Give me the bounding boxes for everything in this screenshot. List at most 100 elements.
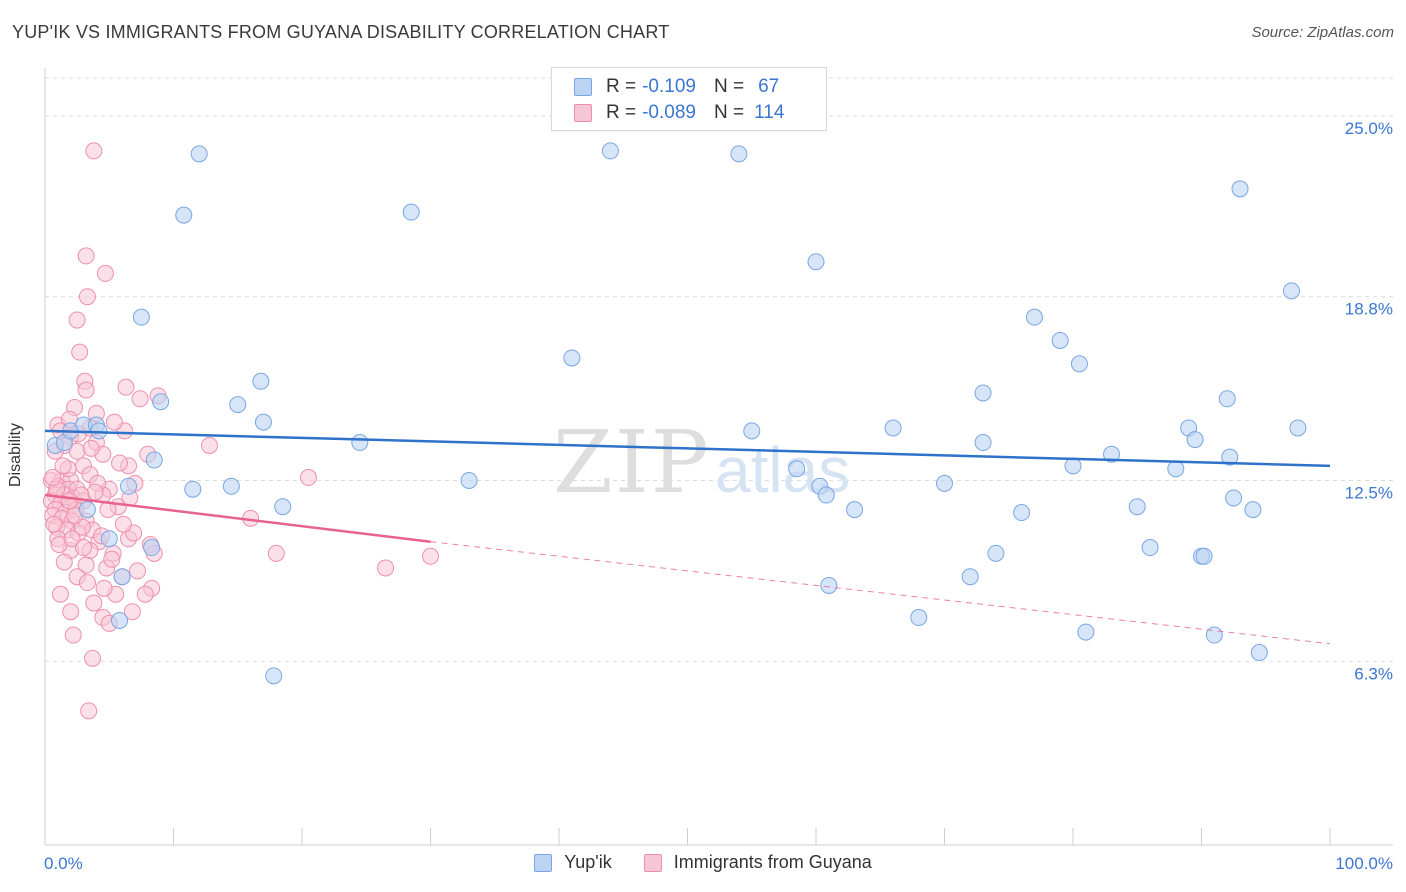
yupik-point	[1186, 431, 1204, 449]
guyana-point	[75, 539, 93, 557]
yupik-point	[601, 142, 619, 160]
guyana-point	[85, 594, 103, 612]
legend-swatch-yupik	[534, 853, 553, 872]
guyana-point	[77, 381, 95, 399]
yupik-point	[974, 384, 992, 402]
guyana-point	[73, 518, 91, 536]
n-label: N =	[713, 76, 745, 97]
yupik-point	[987, 544, 1005, 562]
yupik-point	[820, 576, 838, 594]
yupik-point	[961, 568, 979, 586]
gridlines	[45, 77, 1393, 662]
guyana-point	[131, 390, 149, 408]
yupik-point	[1231, 180, 1249, 198]
legend-item-yupik[interactable]: Yup'ik	[534, 852, 612, 873]
yupik-point	[100, 530, 118, 548]
series-legend: Yup'ik Immigrants from Guyana	[0, 852, 1406, 873]
yupik-point	[265, 667, 283, 685]
yupik-point	[120, 477, 138, 495]
guyana-point	[136, 585, 154, 603]
guyana-point	[117, 378, 135, 396]
yupik-point	[1221, 448, 1239, 466]
guyana-point	[51, 585, 69, 603]
yupik-point	[1225, 489, 1243, 507]
guyana-point	[299, 469, 317, 487]
n-value-yupik: 67	[758, 76, 780, 97]
y-tick-label: 25.0%	[1345, 119, 1393, 138]
guyana-point	[111, 454, 129, 472]
tick-labels: 6.3% 12.5% 18.8% 25.0% 0.0% 100.0%	[44, 119, 1393, 873]
yupik-point	[145, 451, 163, 469]
yupik-point	[1013, 504, 1031, 522]
yupik-point	[222, 477, 240, 495]
guyana-point	[64, 626, 82, 644]
yupik-point	[90, 422, 108, 440]
guyana-point	[85, 142, 103, 160]
yupik-point	[113, 568, 131, 586]
guyana-point	[78, 288, 96, 306]
yupik-point	[78, 501, 96, 519]
yupik-point	[730, 145, 748, 163]
yupik-point	[175, 206, 193, 224]
axes	[44, 68, 1393, 846]
y-tick-label: 6.3%	[1354, 664, 1393, 683]
yupik-point	[563, 349, 581, 367]
guyana-point	[96, 264, 114, 282]
guyana-point	[84, 649, 102, 667]
guyana-point	[78, 574, 96, 592]
correlation-legend: R = -0.109 N = 67 R = -0.089 N = 114	[551, 67, 827, 131]
yupik-point	[274, 498, 292, 516]
guyana-point	[422, 547, 439, 565]
legend-row-guyana: R = -0.089 N = 114	[574, 101, 784, 125]
yupik-point	[254, 413, 272, 431]
yupik-point	[351, 434, 369, 452]
guyana-point	[45, 515, 63, 533]
yupik-point	[936, 474, 953, 492]
guyana-point	[95, 579, 113, 597]
yupik-point	[1077, 623, 1095, 641]
y-tick-label: 18.8%	[1345, 300, 1393, 319]
yupik-point	[884, 419, 902, 437]
guyana-point	[77, 556, 95, 574]
yupik-point	[1103, 445, 1121, 463]
yupik-point	[1250, 644, 1268, 662]
legend-label-yupik: Yup'ik	[564, 852, 612, 872]
yupik-point	[1244, 501, 1262, 519]
guyana-point	[68, 311, 86, 329]
watermark-zip: ZIP	[553, 413, 711, 513]
guyana-point	[114, 515, 132, 533]
guyana-point	[44, 469, 62, 487]
source-label: Source: ZipAtlas.com	[1251, 24, 1394, 41]
guyana-point	[200, 436, 218, 454]
r-label: R =	[606, 102, 637, 123]
n-value-guyana: 114	[754, 102, 785, 123]
yupik-point	[132, 308, 150, 326]
trend-lines	[44, 429, 1331, 645]
yupik-point	[974, 434, 992, 452]
legend-label-guyana: Immigrants from Guyana	[673, 852, 872, 872]
legend-swatch-guyana	[574, 104, 592, 122]
r-value-guyana: -0.089	[642, 102, 696, 123]
legend-item-guyana[interactable]: Immigrants from Guyana	[643, 852, 872, 873]
yupik-point	[910, 609, 928, 627]
guyana-point	[267, 544, 285, 562]
yupik-point	[1218, 390, 1236, 408]
legend-swatch-guyana	[643, 853, 662, 872]
yupik-point	[184, 480, 202, 498]
guyana-point	[77, 247, 95, 265]
y-tick-label: 12.5%	[1345, 483, 1393, 502]
guyana-point	[86, 483, 104, 501]
yupik-point	[1289, 419, 1307, 437]
yupik-point	[1205, 626, 1223, 644]
yupik-point	[1141, 539, 1159, 557]
guyana-point	[62, 603, 80, 621]
chart-title: YUP'IK VS IMMIGRANTS FROM GUYANA DISABIL…	[12, 22, 670, 42]
guyana-trend-extension	[430, 541, 1331, 645]
guyana-point	[55, 553, 73, 571]
yupik-point	[1128, 498, 1146, 516]
yupik-point	[788, 460, 806, 478]
r-label: R =	[606, 76, 637, 97]
yupik-point	[846, 501, 864, 519]
yupik-point	[743, 422, 761, 440]
